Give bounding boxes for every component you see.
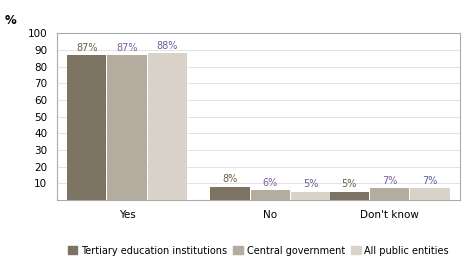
Bar bbox=[329, 192, 369, 200]
Bar bbox=[210, 187, 250, 200]
Bar bbox=[291, 192, 330, 200]
Bar bbox=[370, 188, 410, 200]
Bar bbox=[67, 55, 107, 200]
Text: 88%: 88% bbox=[156, 41, 178, 51]
Text: 8%: 8% bbox=[222, 174, 237, 184]
Text: %: % bbox=[5, 14, 16, 27]
Bar bbox=[251, 190, 290, 200]
Text: 5%: 5% bbox=[303, 179, 318, 189]
Text: 6%: 6% bbox=[263, 178, 278, 188]
Legend: Tertiary education institutions, Central government, All public entities: Tertiary education institutions, Central… bbox=[64, 242, 453, 259]
Text: 7%: 7% bbox=[382, 176, 397, 186]
Text: 7%: 7% bbox=[422, 176, 438, 186]
Text: 87%: 87% bbox=[76, 43, 98, 53]
Text: 87%: 87% bbox=[116, 43, 138, 53]
Text: 5%: 5% bbox=[342, 179, 357, 189]
Bar bbox=[107, 55, 147, 200]
Bar bbox=[410, 188, 450, 200]
Bar bbox=[147, 53, 187, 200]
